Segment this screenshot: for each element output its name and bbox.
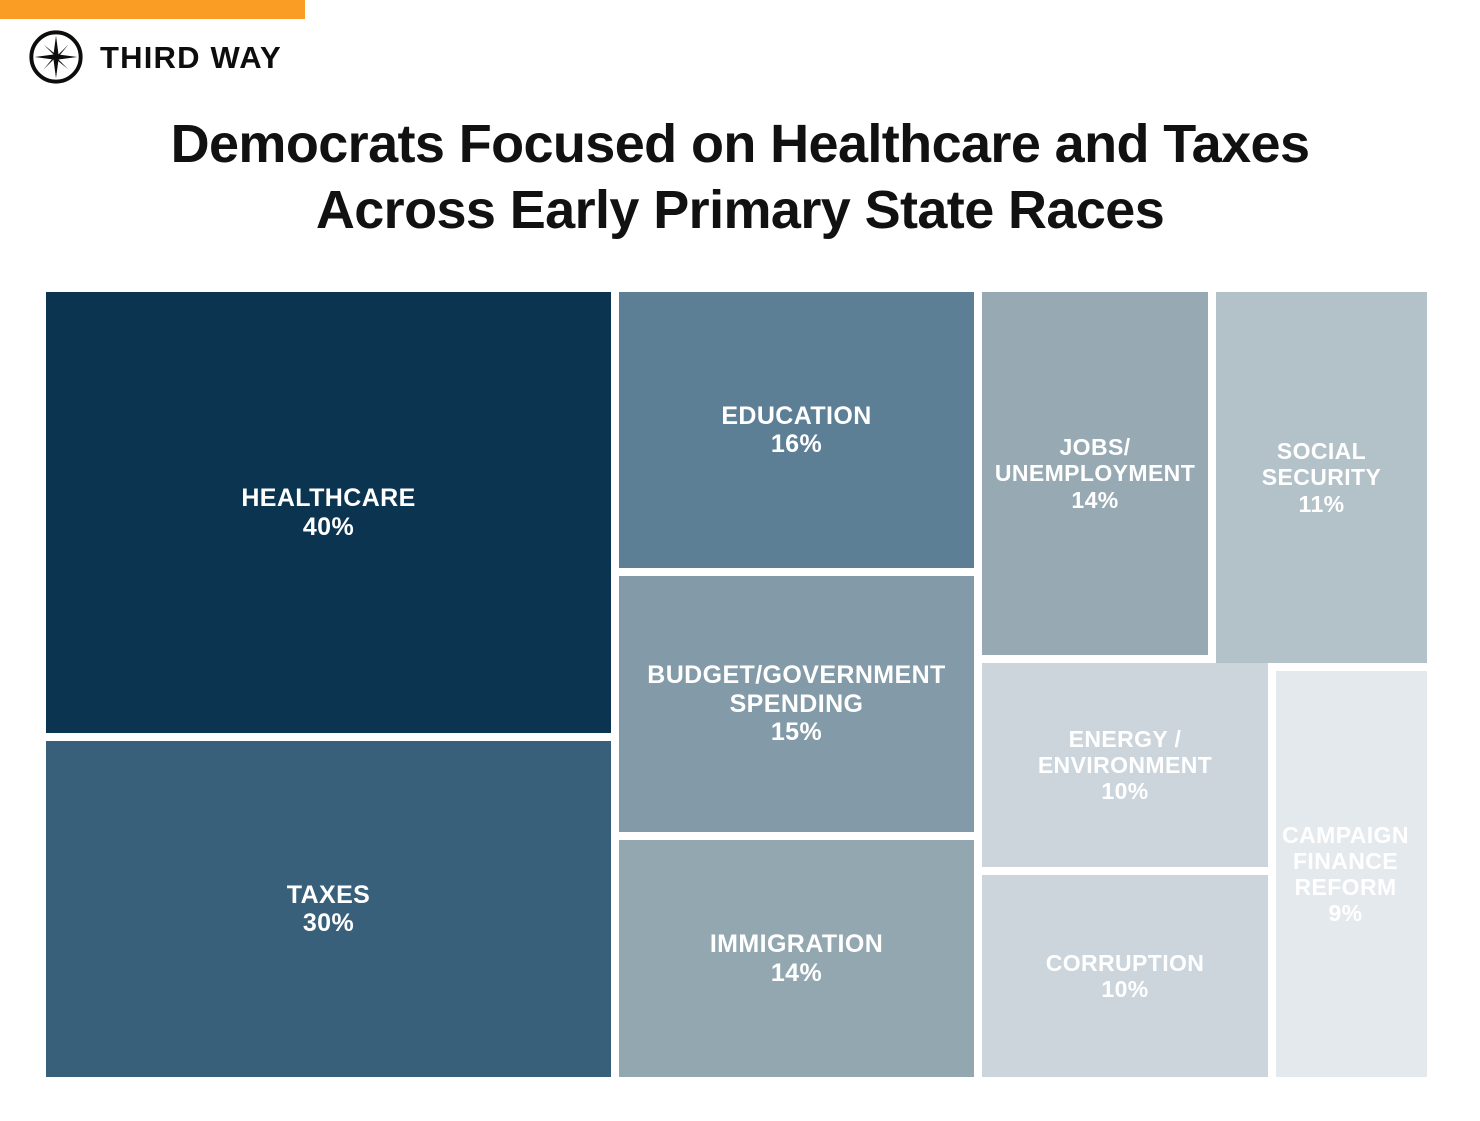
tile-label-line-1: BUDGET/GOVERNMENT <box>647 661 946 690</box>
tile-value: 10% <box>1101 976 1149 1002</box>
treemap-tile-immigration[interactable]: IMMIGRATION 14% <box>619 840 974 1077</box>
tile-value: 10% <box>1101 778 1149 805</box>
tile-label-line-1: SOCIAL <box>1276 438 1367 465</box>
treemap-tile-budget-government-spending[interactable]: BUDGET/GOVERNMENT SPENDING 15% <box>619 576 974 832</box>
tile-value: 40% <box>302 512 355 541</box>
tile-value: 9% <box>1328 900 1363 927</box>
treemap-tile-jobs-unemployment[interactable]: JOBS/ UNEMPLOYMENT 14% <box>982 292 1208 655</box>
treemap-tile-corruption[interactable]: CORRUPTION 10% <box>982 875 1268 1077</box>
tile-value: 14% <box>770 958 823 987</box>
tile-label-line-1: CAMPAIGN <box>1282 821 1409 848</box>
top-accent-bar <box>0 0 305 19</box>
treemap-tile-energy-environment[interactable]: ENERGY / ENVIRONMENT 10% <box>982 663 1268 867</box>
tile-value: 11% <box>1298 490 1345 517</box>
brand-name: THIRD WAY <box>100 39 282 75</box>
page-title: Democrats Focused on Healthcare and Taxe… <box>0 112 1480 244</box>
tile-label-line-2: FINANCE <box>1292 847 1399 874</box>
tile-value: 30% <box>302 909 355 937</box>
tile-label: CORRUPTION <box>1045 949 1205 976</box>
treemap-tile-campaign-finance-reform[interactable]: CAMPAIGN FINANCE REFORM 9% <box>1276 671 1427 1077</box>
tile-label-line-2: SECURITY <box>1261 464 1382 491</box>
title-line-2: Across Early Primary State Races <box>315 179 1165 240</box>
tile-label: HEALTHCARE <box>241 484 416 512</box>
tile-value: 14% <box>1071 486 1119 513</box>
tile-label-line-2: UNEMPLOYMENT <box>994 460 1196 487</box>
compass-star-icon <box>29 30 83 84</box>
treemap-tile-healthcare[interactable]: HEALTHCARE 40% <box>46 292 611 733</box>
tile-label-line-2: ENVIRONMENT <box>1037 751 1213 778</box>
tile-label-line-2: SPENDING <box>729 689 864 718</box>
tile-label: EDUCATION <box>721 401 872 430</box>
tile-label-line-1: ENERGY / <box>1068 725 1182 752</box>
tile-label-line-1: JOBS/ <box>1059 434 1131 461</box>
treemap-tile-education[interactable]: EDUCATION 16% <box>619 292 974 568</box>
title-line-1: Democrats Focused on Healthcare and Taxe… <box>170 114 1310 174</box>
tile-value: 15% <box>770 718 823 747</box>
treemap-tile-social-security[interactable]: SOCIAL SECURITY 11% <box>1216 292 1427 663</box>
tile-label: TAXES <box>286 880 371 909</box>
tile-label-line-3: REFORM <box>1294 874 1397 900</box>
tile-value: 16% <box>770 430 823 458</box>
brand-logo: THIRD WAY <box>28 28 282 86</box>
tile-label: IMMIGRATION <box>709 930 884 958</box>
treemap-tile-taxes[interactable]: TAXES 30% <box>46 741 611 1077</box>
treemap-chart: HEALTHCARE 40% TAXES 30% EDUCATION 16% B… <box>46 292 1427 1077</box>
